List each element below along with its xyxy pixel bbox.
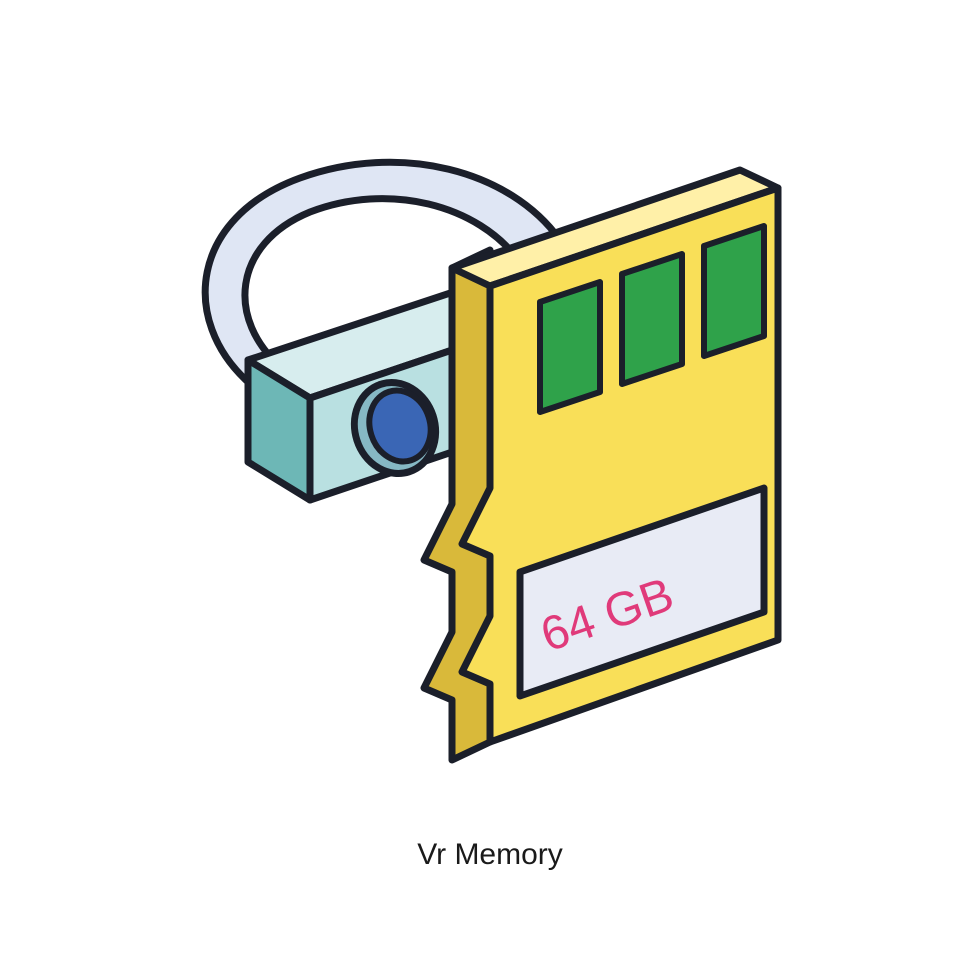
vr-memory-illustration: 64 GB: [0, 0, 980, 980]
illustration-canvas: 64 GB Vr Memory: [0, 0, 980, 980]
caption-text: Vr Memory: [0, 838, 980, 872]
sd-card-icon: 64 GB: [424, 170, 778, 760]
